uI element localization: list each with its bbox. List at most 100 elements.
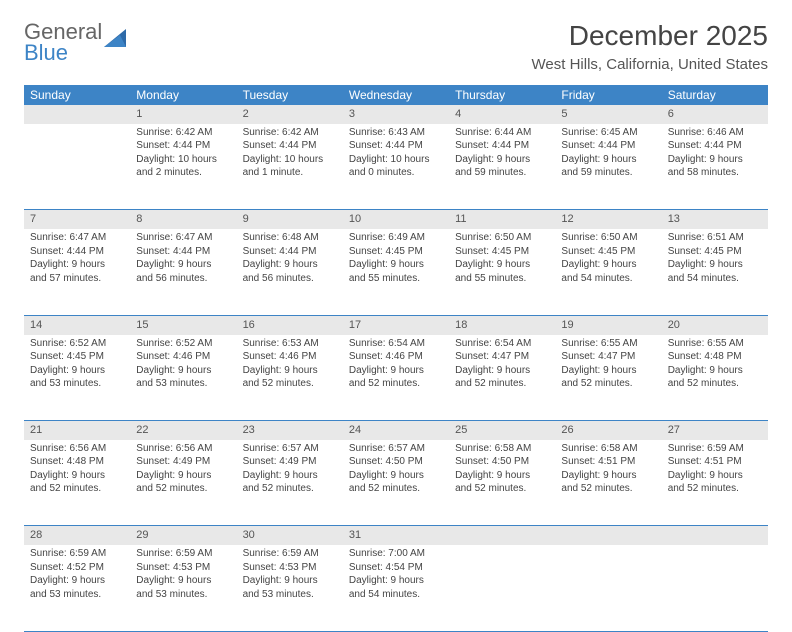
day-cell-body: Sunrise: 6:55 AMSunset: 4:47 PMDaylight:… [555, 335, 661, 395]
week-number-row: 14151617181920 [24, 315, 768, 334]
day-header: Monday [130, 85, 236, 105]
sunset-text: Sunset: 4:51 PM [668, 455, 762, 469]
day-cell-body: Sunrise: 6:59 AMSunset: 4:53 PMDaylight:… [130, 545, 236, 605]
day-header: Tuesday [237, 85, 343, 105]
day-number-cell: 11 [449, 210, 555, 229]
day-number-cell: 8 [130, 210, 236, 229]
sunrise-text: Sunrise: 7:00 AM [349, 547, 443, 561]
day-cell: Sunrise: 6:42 AMSunset: 4:44 PMDaylight:… [130, 124, 236, 210]
day-cell: Sunrise: 6:45 AMSunset: 4:44 PMDaylight:… [555, 124, 661, 210]
sunset-text: Sunset: 4:53 PM [243, 561, 337, 575]
sunrise-text: Sunrise: 6:54 AM [455, 337, 549, 351]
day-cell [24, 124, 130, 210]
day-header: Thursday [449, 85, 555, 105]
day-cell-body: Sunrise: 6:59 AMSunset: 4:51 PMDaylight:… [662, 440, 768, 500]
day-number-cell: 10 [343, 210, 449, 229]
daylight-text: Daylight: 9 hours and 57 minutes. [30, 258, 124, 285]
week-row: Sunrise: 6:42 AM Sunset: 4:44 PM Daylight:… [24, 124, 768, 210]
calendar-body: 123456 Sunrise: 6:42 AM Sunset: 4:44 PM Day… [24, 105, 768, 631]
sunset-text: Sunset: 4:44 PM [136, 139, 230, 153]
sunset-text: Sunset: 4:44 PM [668, 139, 762, 153]
sunset-text: Sunset: 4:44 PM [455, 139, 549, 153]
day-cell-body: Sunrise: 6:55 AMSunset: 4:48 PMDaylight:… [662, 335, 768, 395]
daylight-text: Daylight: 9 hours and 52 minutes. [30, 469, 124, 496]
day-cell [662, 545, 768, 631]
day-number-cell: 18 [449, 315, 555, 334]
sunset-text: Sunset: 4:44 PM [243, 245, 337, 259]
day-cell-body: Sunrise: 6:49 AMSunset: 4:45 PMDaylight:… [343, 229, 449, 289]
day-cell-body: Sunrise: 6:45 AMSunset: 4:44 PMDaylight:… [555, 124, 661, 184]
sunset-text: Sunset: 4:48 PM [668, 350, 762, 364]
daylight-text: Daylight: 9 hours and 52 minutes. [668, 469, 762, 496]
day-header: Wednesday [343, 85, 449, 105]
day-cell-body: Sunrise: 6:52 AMSunset: 4:46 PMDaylight:… [130, 335, 236, 395]
day-cell: Sunrise: 6:47 AMSunset: 4:44 PMDaylight:… [130, 229, 236, 315]
day-cell: Sunrise: 6:59 AMSunset: 4:51 PMDaylight:… [662, 440, 768, 526]
day-cell: Sunrise: 6:54 AMSunset: 4:46 PMDaylight:… [343, 335, 449, 421]
sunrise-text: Sunrise: 6:48 AM [243, 231, 337, 245]
day-number-cell: 31 [343, 526, 449, 545]
sunset-text: Sunset: 4:53 PM [136, 561, 230, 575]
day-number-cell: 29 [130, 526, 236, 545]
day-cell: Sunrise: 6:51 AMSunset: 4:45 PMDaylight:… [662, 229, 768, 315]
sunrise-text: Sunrise: 6:42 AM [243, 126, 337, 140]
sunset-text: Sunset: 4:45 PM [561, 245, 655, 259]
calendar-table: SundayMondayTuesdayWednesdayThursdayFrid… [24, 85, 768, 632]
day-cell: Sunrise: 6:59 AMSunset: 4:53 PMDaylight:… [130, 545, 236, 631]
day-number-cell [555, 526, 661, 545]
day-number-cell: 12 [555, 210, 661, 229]
daylight-text: Daylight: 9 hours and 52 minutes. [561, 364, 655, 391]
sunset-text: Sunset: 4:45 PM [668, 245, 762, 259]
daylight-text: Daylight: 9 hours and 52 minutes. [243, 364, 337, 391]
sunrise-text: Sunrise: 6:58 AM [455, 442, 549, 456]
day-cell: Sunrise: 6:50 AMSunset: 4:45 PMDaylight:… [555, 229, 661, 315]
daylight-text: Daylight: 9 hours and 54 minutes. [349, 574, 443, 601]
sunset-text: Sunset: 4:50 PM [349, 455, 443, 469]
day-cell-body: Sunrise: 6:47 AMSunset: 4:44 PMDaylight:… [130, 229, 236, 289]
day-cell: Sunrise: 6:55 AMSunset: 4:48 PMDaylight:… [662, 335, 768, 421]
sunset-text: Sunset: 4:49 PM [136, 455, 230, 469]
sunrise-text: Sunrise: 6:59 AM [30, 547, 124, 561]
sunset-text: Sunset: 4:45 PM [455, 245, 549, 259]
day-number-cell: 22 [130, 421, 236, 440]
day-number-cell: 15 [130, 315, 236, 334]
sunrise-text: Sunrise: 6:56 AM [30, 442, 124, 456]
sunset-text: Sunset: 4:49 PM [243, 455, 337, 469]
daylight-text: Daylight: 9 hours and 53 minutes. [243, 574, 337, 601]
day-cell-body: Sunrise: 6:47 AMSunset: 4:44 PMDaylight:… [24, 229, 130, 289]
day-cell [449, 545, 555, 631]
sunset-text: Sunset: 4:44 PM [349, 139, 443, 153]
sunset-text: Sunset: 4:45 PM [349, 245, 443, 259]
month-title: December 2025 [532, 20, 768, 52]
daylight-text: Daylight: 9 hours and 52 minutes. [349, 469, 443, 496]
day-cell: Sunrise: 6:49 AMSunset: 4:45 PMDaylight:… [343, 229, 449, 315]
day-cell: Sunrise: 6:55 AMSunset: 4:47 PMDaylight:… [555, 335, 661, 421]
sunrise-text: Sunrise: 6:55 AM [561, 337, 655, 351]
header: General Blue December 2025 West Hills, C… [24, 20, 768, 73]
sunrise-text: Sunrise: 6:49 AM [349, 231, 443, 245]
sunset-text: Sunset: 4:46 PM [136, 350, 230, 364]
day-cell-body: Sunrise: 6:42 AMSunset: 4:44 PMDaylight:… [237, 124, 343, 184]
sunset-text: Sunset: 4:51 PM [561, 455, 655, 469]
day-number-cell: 20 [662, 315, 768, 334]
day-cell: Sunrise: 6:59 AMSunset: 4:52 PMDaylight:… [24, 545, 130, 631]
day-cell: Sunrise: 7:00 AMSunset: 4:54 PMDaylight:… [343, 545, 449, 631]
daylight-text: Daylight: 9 hours and 56 minutes. [136, 258, 230, 285]
daylight-text: Daylight: 10 hours and 1 minute. [243, 153, 337, 180]
sunrise-text: Sunrise: 6:57 AM [243, 442, 337, 456]
title-block: December 2025 West Hills, California, Un… [532, 20, 768, 73]
day-cell-body: Sunrise: 6:54 AMSunset: 4:47 PMDaylight:… [449, 335, 555, 395]
sunset-text: Sunset: 4:47 PM [561, 350, 655, 364]
day-cell-body: Sunrise: 6:46 AMSunset: 4:44 PMDaylight:… [662, 124, 768, 184]
sunrise-text: Sunrise: 6:52 AM [30, 337, 124, 351]
day-number-cell: 27 [662, 421, 768, 440]
week-number-row: 123456 [24, 105, 768, 124]
sunrise-text: Sunrise: 6:59 AM [243, 547, 337, 561]
day-number-cell: 16 [237, 315, 343, 334]
sunset-text: Sunset: 4:45 PM [30, 350, 124, 364]
daylight-text: Daylight: 9 hours and 52 minutes. [668, 364, 762, 391]
day-cell: Sunrise: 6:52 AMSunset: 4:45 PMDaylight:… [24, 335, 130, 421]
day-number-cell: 6 [662, 105, 768, 124]
day-cell-body: Sunrise: 6:56 AMSunset: 4:49 PMDaylight:… [130, 440, 236, 500]
day-cell: Sunrise: 6:57 AMSunset: 4:50 PMDaylight:… [343, 440, 449, 526]
